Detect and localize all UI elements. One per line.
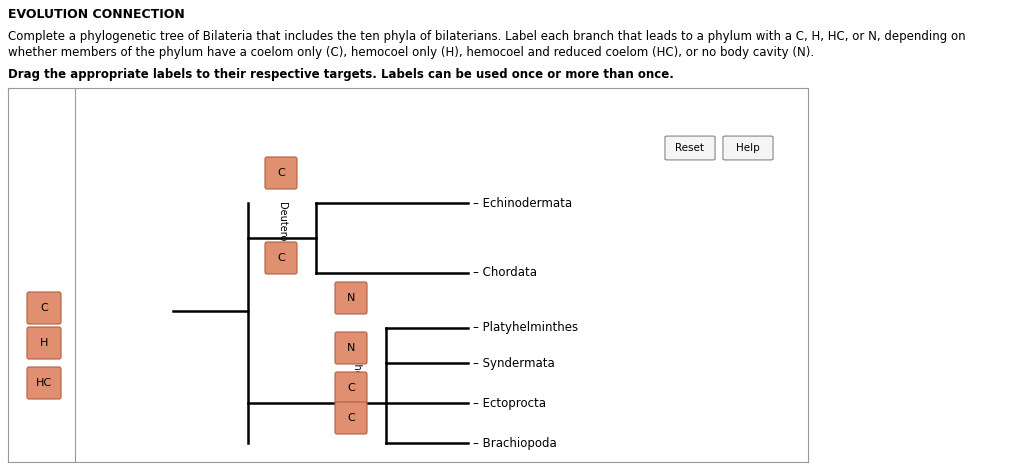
Text: C: C — [278, 168, 285, 178]
FancyBboxPatch shape — [27, 367, 61, 399]
FancyBboxPatch shape — [335, 332, 367, 364]
Text: – Ectoprocta: – Ectoprocta — [473, 397, 546, 410]
FancyBboxPatch shape — [265, 157, 297, 189]
Text: Lophotrochozoa: Lophotrochozoa — [351, 347, 361, 424]
FancyBboxPatch shape — [27, 292, 61, 324]
FancyBboxPatch shape — [335, 402, 367, 434]
Text: Drag the appropriate labels to their respective targets. Labels can be used once: Drag the appropriate labels to their res… — [8, 68, 674, 81]
Text: EVOLUTION CONNECTION: EVOLUTION CONNECTION — [8, 8, 185, 21]
FancyBboxPatch shape — [27, 327, 61, 359]
Text: – Echinodermata: – Echinodermata — [473, 197, 572, 210]
Text: – Brachiopoda: – Brachiopoda — [473, 437, 557, 450]
Text: – Syndermata: – Syndermata — [473, 356, 555, 370]
Text: C: C — [347, 413, 355, 423]
Text: Deuterostomia: Deuterostomia — [278, 202, 287, 274]
FancyBboxPatch shape — [335, 282, 367, 314]
FancyBboxPatch shape — [335, 372, 367, 404]
Text: – Chordata: – Chordata — [473, 267, 537, 280]
Text: N: N — [347, 343, 355, 353]
Text: C: C — [278, 253, 285, 263]
Text: C: C — [40, 303, 48, 313]
Text: Complete a phylogenetic tree of Bilateria that includes the ten phyla of bilater: Complete a phylogenetic tree of Bilateri… — [8, 30, 966, 43]
Text: Reset: Reset — [676, 143, 705, 153]
Text: whether members of the phylum have a coelom only (C), hemocoel only (H), hemocoe: whether members of the phylum have a coe… — [8, 46, 814, 59]
Text: HC: HC — [36, 378, 52, 388]
Text: N: N — [347, 293, 355, 303]
Text: Help: Help — [736, 143, 760, 153]
FancyBboxPatch shape — [265, 242, 297, 274]
Text: H: H — [40, 338, 48, 348]
Text: – Platyhelminthes: – Platyhelminthes — [473, 322, 579, 335]
Text: C: C — [347, 383, 355, 393]
